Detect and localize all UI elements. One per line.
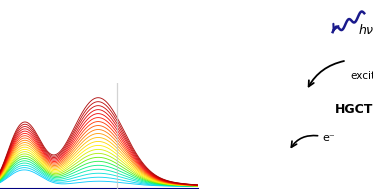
Text: $h\nu$: $h\nu$ [358, 23, 373, 37]
Text: e⁻: e⁻ [322, 133, 335, 143]
Text: excit.: excit. [350, 71, 373, 81]
Text: HGCT: HGCT [335, 103, 373, 116]
